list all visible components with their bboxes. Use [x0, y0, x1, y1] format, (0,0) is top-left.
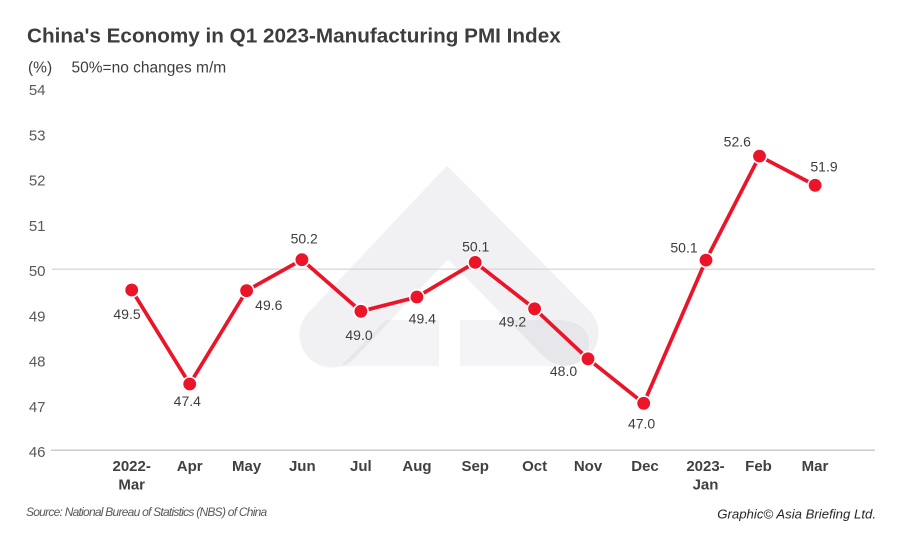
svg-text:Jun: Jun [289, 458, 316, 475]
svg-text:Graphic© Asia Briefing Ltd.: Graphic© Asia Briefing Ltd. [717, 507, 876, 522]
svg-text:Source: National Bureau of Sta: Source: National Bureau of Statistics (N… [26, 505, 268, 519]
svg-text:49: 49 [29, 308, 46, 325]
svg-text:46: 46 [29, 444, 46, 461]
svg-text:50.2: 50.2 [291, 231, 318, 247]
svg-text:49.4: 49.4 [409, 311, 436, 327]
svg-text:52: 52 [29, 173, 46, 190]
svg-text:49.6: 49.6 [255, 297, 282, 313]
svg-text:49.5: 49.5 [113, 306, 140, 322]
svg-text:(%): (%) [28, 60, 52, 77]
svg-text:Mar: Mar [802, 458, 829, 475]
svg-text:50.1: 50.1 [462, 239, 489, 255]
svg-text:53: 53 [29, 127, 46, 144]
svg-text:51: 51 [29, 218, 46, 235]
svg-text:2022-: 2022- [113, 458, 151, 475]
svg-text:49.2: 49.2 [499, 314, 526, 330]
svg-text:Jan: Jan [693, 477, 719, 494]
svg-text:47.4: 47.4 [174, 393, 201, 409]
svg-text:Nov: Nov [574, 458, 603, 475]
svg-text:54: 54 [29, 82, 46, 99]
svg-text:49.0: 49.0 [345, 327, 372, 343]
svg-text:50%=no changes m/m: 50%=no changes m/m [72, 60, 227, 77]
svg-text:Jul: Jul [350, 458, 372, 475]
svg-text:Dec: Dec [631, 458, 659, 475]
svg-text:47.0: 47.0 [628, 415, 655, 431]
svg-text:50: 50 [29, 263, 46, 280]
svg-text:Apr: Apr [177, 458, 203, 475]
svg-text:Oct: Oct [522, 458, 547, 475]
svg-text:Aug: Aug [402, 458, 431, 475]
svg-text:52.6: 52.6 [724, 134, 751, 150]
svg-text:47: 47 [29, 399, 46, 416]
svg-text:Sep: Sep [461, 458, 489, 475]
svg-text:48.0: 48.0 [550, 363, 577, 379]
svg-text:China's Economy in Q1 2023-Man: China's Economy in Q1 2023-Manufacturing… [27, 25, 561, 48]
svg-text:May: May [232, 458, 262, 475]
svg-text:51.9: 51.9 [810, 159, 837, 175]
svg-text:2023-: 2023- [686, 458, 724, 475]
svg-text:Mar: Mar [118, 477, 145, 494]
svg-text:48: 48 [29, 354, 46, 371]
svg-text:Feb: Feb [745, 458, 772, 475]
svg-text:50.1: 50.1 [670, 239, 697, 255]
